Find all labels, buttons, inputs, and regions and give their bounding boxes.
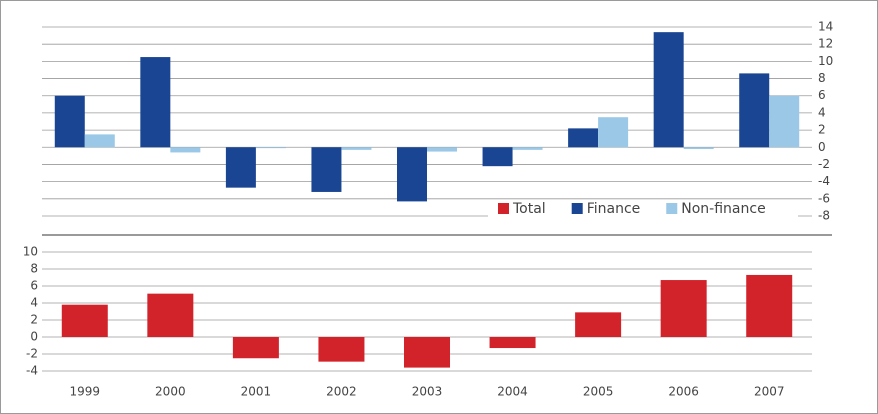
- x-tick-label: 2007: [754, 385, 785, 399]
- y2-tick-label: -6: [818, 191, 830, 205]
- legend-label: Total: [512, 201, 546, 217]
- legend-swatch: [498, 203, 509, 214]
- bar: [660, 280, 707, 337]
- bar: [769, 95, 800, 148]
- bar: [397, 147, 427, 202]
- legend-label: Finance: [587, 201, 641, 217]
- bar: [341, 147, 372, 150]
- x-tick-label: 2005: [583, 385, 614, 399]
- legend-box: [488, 200, 798, 218]
- y-tick-label: -4: [26, 364, 38, 378]
- x-tick-label: 2000: [155, 385, 186, 399]
- x-tick-label: 1999: [70, 385, 101, 399]
- y2-tick-label: -8: [818, 209, 830, 223]
- bar: [482, 147, 513, 167]
- legend-swatch: [666, 203, 678, 214]
- legend-label: Non-finance: [681, 201, 765, 217]
- bar: [311, 147, 342, 192]
- bar: [170, 147, 201, 153]
- bar: [232, 337, 279, 359]
- legend: Total Finance Non-finance: [488, 200, 798, 218]
- bar: [84, 134, 115, 148]
- bar: [739, 73, 770, 148]
- legend-swatch: [571, 203, 583, 214]
- y-tick-label: 4: [30, 296, 38, 310]
- bar: [225, 147, 256, 188]
- y-tick-label: 2: [30, 313, 38, 327]
- bar: [575, 312, 622, 337]
- bar: [255, 147, 286, 149]
- y-tick-label: 10: [23, 245, 38, 259]
- bar: [427, 147, 457, 152]
- x-tick-label: 2006: [668, 385, 699, 399]
- bar: [140, 57, 171, 148]
- y2-tick-label: 10: [818, 54, 833, 68]
- bar: [54, 95, 85, 148]
- x-tick-label: 2002: [326, 385, 357, 399]
- y2-tick-label: 14: [818, 20, 833, 34]
- bar: [598, 117, 629, 148]
- bar: [512, 147, 543, 150]
- y2-tick-label: -2: [818, 157, 830, 171]
- y-tick-label: 6: [30, 279, 38, 293]
- x-tick-label: 2003: [412, 385, 443, 399]
- y2-tick-label: 12: [818, 37, 833, 51]
- bar: [147, 293, 194, 337]
- bar: [489, 337, 536, 349]
- y2-tick-label: 6: [818, 88, 826, 102]
- bar: [653, 32, 684, 148]
- bar: [568, 128, 599, 148]
- y2-tick-label: 8: [818, 71, 826, 85]
- y-tick-label: 8: [30, 262, 38, 276]
- x-tick-label: 2004: [497, 385, 528, 399]
- y2-tick-label: 2: [818, 123, 826, 137]
- bar: [61, 304, 108, 337]
- y-tick-label: -2: [26, 347, 38, 361]
- bar: [318, 337, 365, 362]
- y2-tick-label: 4: [818, 105, 826, 119]
- y2-tick-label: 0: [818, 140, 826, 154]
- bar: [683, 147, 714, 149]
- x-tick-label: 2001: [241, 385, 272, 399]
- y-tick-label: 0: [30, 330, 38, 344]
- y2-tick-label: -4: [818, 174, 830, 188]
- bar: [404, 337, 450, 368]
- bar: [746, 274, 793, 337]
